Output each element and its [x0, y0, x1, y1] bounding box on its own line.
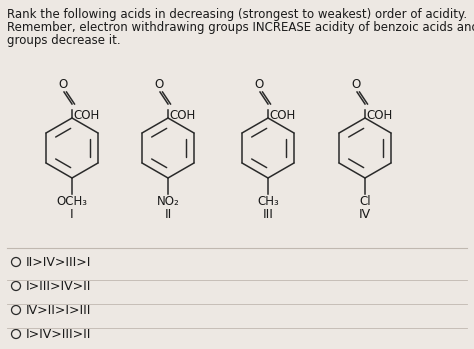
Text: O: O: [351, 78, 361, 91]
Text: I: I: [70, 208, 74, 221]
Text: COH: COH: [269, 109, 295, 122]
Text: O: O: [155, 78, 164, 91]
Text: groups decrease it.: groups decrease it.: [7, 34, 120, 47]
Text: NO₂: NO₂: [156, 195, 179, 208]
Text: I>III>IV>II: I>III>IV>II: [26, 280, 91, 292]
Text: Remember, electron withdrawing groups INCREASE acidity of benzoic acids and elec: Remember, electron withdrawing groups IN…: [7, 21, 474, 34]
Text: IV>II>I>III: IV>II>I>III: [26, 304, 91, 317]
Text: I>IV>III>II: I>IV>III>II: [26, 327, 91, 341]
Text: COH: COH: [366, 109, 392, 122]
Text: O: O: [58, 78, 68, 91]
Text: CH₃: CH₃: [257, 195, 279, 208]
Text: Cl: Cl: [359, 195, 371, 208]
Text: II>IV>III>I: II>IV>III>I: [26, 255, 91, 268]
Text: IV: IV: [359, 208, 371, 221]
Text: O: O: [255, 78, 264, 91]
Text: Rank the following acids in decreasing (strongest to weakest) order of acidity. : Rank the following acids in decreasing (…: [7, 8, 474, 21]
Text: COH: COH: [73, 109, 99, 122]
Text: COH: COH: [169, 109, 195, 122]
Text: OCH₃: OCH₃: [56, 195, 88, 208]
Text: II: II: [164, 208, 172, 221]
Text: III: III: [263, 208, 273, 221]
